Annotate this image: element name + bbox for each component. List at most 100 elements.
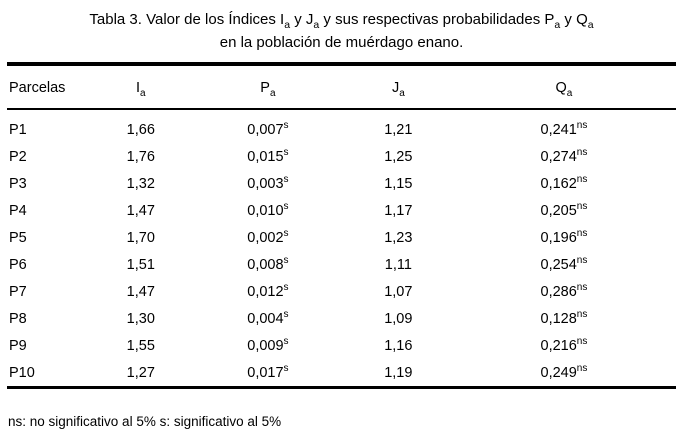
table-row: P1 1,66 0,007s 1,21 0,241ns bbox=[7, 109, 676, 143]
significance-superscript: ns bbox=[576, 227, 588, 239]
cell-pa: 0,002s bbox=[247, 227, 289, 246]
table-row: P4 1,47 0,010s 1,17 0,205ns bbox=[7, 197, 676, 224]
cell-pa: 0,015s bbox=[247, 146, 289, 165]
header-row: Parcelas Ia Pa Ja Qa bbox=[7, 64, 676, 110]
significance-superscript: s bbox=[283, 173, 289, 185]
cell-ja: 1,16 bbox=[384, 337, 413, 354]
cell-ja: 1,19 bbox=[384, 364, 413, 381]
cell-qa: 0,162ns bbox=[540, 173, 588, 192]
cell-qa: 0,249ns bbox=[540, 362, 588, 381]
significance-superscript: ns bbox=[576, 362, 588, 374]
cell-pa: 0,012s bbox=[247, 281, 289, 300]
cell-qa: 0,286ns bbox=[540, 281, 588, 300]
cell-ja: 1,15 bbox=[384, 175, 413, 192]
cell-ja: 1,17 bbox=[384, 202, 413, 219]
cell-ia: 1,30 bbox=[126, 310, 155, 327]
cell-parcela: P9 bbox=[9, 337, 27, 354]
significance-superscript: s bbox=[283, 119, 289, 131]
cell-parcela: P5 bbox=[9, 229, 27, 246]
cell-ia: 1,32 bbox=[126, 175, 155, 192]
caption-line1: Tabla 3. Valor de los Índices Ia y Ja y … bbox=[89, 11, 594, 31]
cell-ja: 1,21 bbox=[384, 121, 413, 138]
significance-superscript: ns bbox=[576, 308, 588, 320]
subscript-a: a bbox=[140, 87, 146, 99]
significance-superscript: ns bbox=[576, 173, 588, 185]
cell-parcela: P10 bbox=[9, 364, 35, 381]
cell-pa: 0,009s bbox=[247, 335, 289, 354]
significance-superscript: ns bbox=[576, 146, 588, 158]
cell-qa: 0,216ns bbox=[540, 335, 588, 354]
column-header-parcelas: Parcelas bbox=[7, 64, 91, 110]
cell-ia: 1,70 bbox=[126, 229, 155, 246]
column-header-ja: Ja bbox=[344, 64, 452, 110]
significance-superscript: s bbox=[283, 254, 289, 266]
cell-ja: 1,09 bbox=[384, 310, 413, 327]
significance-superscript: ns bbox=[576, 200, 588, 212]
cell-ia: 1,27 bbox=[126, 364, 155, 381]
cell-parcela: P2 bbox=[9, 148, 27, 165]
cell-pa: 0,004s bbox=[247, 308, 289, 327]
subscript-a: a bbox=[554, 19, 561, 31]
cell-ia: 1,55 bbox=[126, 337, 155, 354]
significance-superscript: s bbox=[283, 200, 289, 212]
cell-parcela: P1 bbox=[9, 121, 27, 138]
data-table: Parcelas Ia Pa Ja Qa P1 1,66 0,007s 1,21… bbox=[7, 62, 676, 389]
column-header-pa: Pa bbox=[190, 64, 345, 110]
subscript-a: a bbox=[587, 19, 594, 31]
subscript-a: a bbox=[399, 87, 405, 99]
table-row: P10 1,27 0,017s 1,19 0,249ns bbox=[7, 359, 676, 388]
cell-ia: 1,51 bbox=[126, 256, 155, 273]
cell-pa: 0,010s bbox=[247, 200, 289, 219]
table-row: P2 1,76 0,015s 1,25 0,274ns bbox=[7, 143, 676, 170]
cell-qa: 0,241ns bbox=[540, 119, 588, 138]
cell-qa: 0,128ns bbox=[540, 308, 588, 327]
table-footnote: ns: no significativo al 5% s: significat… bbox=[8, 414, 282, 429]
cell-pa: 0,003s bbox=[247, 173, 289, 192]
cell-pa: 0,008s bbox=[247, 254, 289, 273]
cell-ja: 1,23 bbox=[384, 229, 413, 246]
cell-pa: 0,017s bbox=[247, 362, 289, 381]
column-header-ia: Ia bbox=[90, 64, 191, 110]
cell-ia: 1,66 bbox=[126, 121, 155, 138]
significance-superscript: ns bbox=[576, 335, 588, 347]
subscript-a: a bbox=[284, 19, 291, 31]
cell-qa: 0,274ns bbox=[540, 146, 588, 165]
significance-superscript: ns bbox=[576, 281, 588, 293]
table-row: P9 1,55 0,009s 1,16 0,216ns bbox=[7, 332, 676, 359]
cell-parcela: P3 bbox=[9, 175, 27, 192]
cell-ia: 1,47 bbox=[126, 202, 155, 219]
caption-line2: en la población de muérdago enano. bbox=[219, 34, 464, 51]
significance-superscript: s bbox=[283, 146, 289, 158]
cell-parcela: P8 bbox=[9, 310, 27, 327]
table-caption: Tabla 3. Valor de los Índices Ia y Ja y … bbox=[17, 8, 666, 54]
table-row: P3 1,32 0,003s 1,15 0,162ns bbox=[7, 170, 676, 197]
subscript-a: a bbox=[566, 87, 573, 99]
cell-qa: 0,254ns bbox=[540, 254, 588, 273]
significance-superscript: s bbox=[283, 335, 289, 347]
cell-qa: 0,196ns bbox=[540, 227, 588, 246]
cell-parcela: P4 bbox=[9, 202, 27, 219]
subscript-a: a bbox=[269, 87, 276, 99]
significance-superscript: ns bbox=[576, 119, 588, 131]
cell-pa: 0,007s bbox=[247, 119, 289, 138]
table-row: P6 1,51 0,008s 1,11 0,254ns bbox=[7, 251, 676, 278]
table-row: P8 1,30 0,004s 1,09 0,128ns bbox=[7, 305, 676, 332]
cell-ja: 1,07 bbox=[384, 283, 413, 300]
cell-ja: 1,11 bbox=[384, 256, 412, 273]
table-row: P5 1,70 0,002s 1,23 0,196ns bbox=[7, 224, 676, 251]
cell-parcela: P7 bbox=[9, 283, 27, 300]
subscript-a: a bbox=[313, 19, 320, 31]
cell-parcela: P6 bbox=[9, 256, 27, 273]
column-header-qa: Qa bbox=[451, 64, 676, 110]
significance-superscript: s bbox=[283, 362, 289, 374]
significance-superscript: ns bbox=[576, 254, 588, 266]
cell-qa: 0,205ns bbox=[540, 200, 588, 219]
cell-ja: 1,25 bbox=[384, 148, 413, 165]
significance-superscript: s bbox=[283, 281, 289, 293]
table-row: P7 1,47 0,012s 1,07 0,286ns bbox=[7, 278, 676, 305]
cell-ia: 1,76 bbox=[126, 148, 155, 165]
significance-superscript: s bbox=[283, 308, 289, 320]
cell-ia: 1,47 bbox=[126, 283, 155, 300]
significance-superscript: s bbox=[283, 227, 289, 239]
